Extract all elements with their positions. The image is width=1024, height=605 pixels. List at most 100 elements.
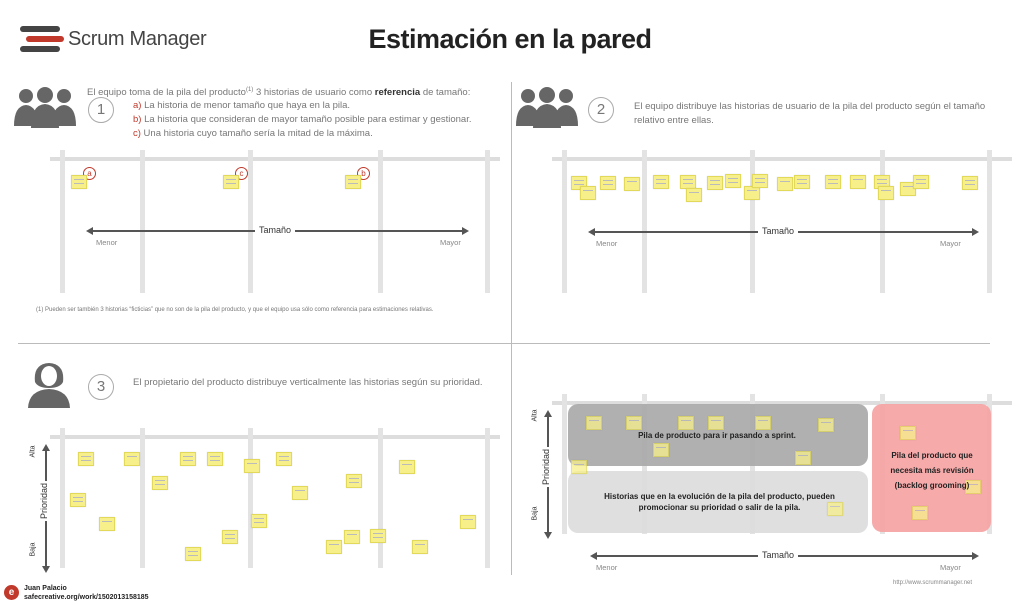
wall-post [60,428,65,568]
story-note [580,186,596,200]
story-note [678,416,694,430]
story-note-a [71,175,87,189]
item-text: La historia que consideran de mayor tama… [141,114,472,125]
wall-post [642,150,647,293]
axis-min: Menor [596,563,618,572]
story-note [900,426,916,440]
story-note [180,452,196,466]
vaxis-low: Baja [531,506,539,521]
axis-label: Tamaño [758,550,799,560]
grooming-zone [872,404,991,532]
story-note [752,174,768,188]
axis-max: Mayor [440,238,461,247]
step-3-text: El propietario del producto distribuye v… [133,377,483,388]
story-note [586,416,602,430]
story-note [744,186,760,200]
story-note [460,515,476,529]
story-note [912,506,928,520]
story-note [653,443,669,457]
story-note [913,175,929,189]
item-letter: a) [133,100,142,111]
story-note [708,416,724,430]
panel-2: 2 El equipo distribuye las historias de … [512,78,1024,343]
footnote: (1) Pueden ser también 3 historias “fict… [36,307,434,313]
wall-post [248,150,253,293]
story-note [878,186,894,200]
step-1-item-b: b) La historia que consideran de mayor t… [133,113,503,127]
axis-label: Tamaño [758,226,799,236]
marker-a: a [83,167,96,180]
panel-3: 3 El propietario del producto distribuye… [0,344,511,584]
story-note [725,174,741,188]
wall-post [248,428,253,568]
axis-min: Menor [96,238,118,247]
wall-top-rail [552,157,1012,161]
story-note [222,530,238,544]
page-title: Estimación en la pared [368,24,652,54]
story-note [292,486,308,500]
arrow-left-icon [590,552,597,560]
story-note [251,514,267,528]
evolution-zone [568,471,868,533]
step-1-item-a: a) La historia de menor tamaño que haya … [133,99,503,113]
story-note [850,175,866,189]
wall-post [140,150,145,293]
intro-bold: referencia [374,87,421,99]
story-note [370,529,386,543]
arrow-right-icon [972,552,979,560]
wall-post [485,428,490,568]
story-note [795,451,811,465]
story-note-b [345,175,361,189]
story-note [874,175,890,189]
panel-4: Pila de producto para ir pasando a sprin… [512,344,1024,599]
wall-post [562,150,567,293]
horizontal-divider [18,343,990,344]
wall-post [485,150,490,293]
axis-low: Baja [29,542,37,557]
sprint-ready-zone [568,404,868,466]
story-note [571,460,587,474]
story-note [344,530,360,544]
story-note [600,176,616,190]
license-badge-icon: e [4,585,19,600]
axis-label: Tamaño [255,225,296,235]
story-note [185,547,201,561]
grooming-zone-label: Pila del producto que necesita más revis… [890,451,974,490]
story-note [965,480,981,494]
story-note [70,493,86,507]
story-note [624,177,640,191]
panel-1: 1 El equipo toma de la pila del producto… [0,78,511,343]
story-note [207,452,223,466]
intro-post: de tamaño: [420,87,471,99]
logo-mark-icon [20,24,64,54]
arrow-up-icon [42,444,50,451]
story-note [412,540,428,554]
site-url: http://www.scrummanager.net [893,580,973,586]
license-link[interactable]: safecreative.org/work/1502013158185 [24,594,149,601]
arrow-right-icon [462,227,469,235]
wall-post [60,150,65,293]
story-note [152,476,168,490]
story-note [244,459,260,473]
intro-sup: (1) [245,87,254,93]
wall-post [140,428,145,568]
story-note [777,177,793,191]
story-note [900,182,916,196]
item-letter: b) [133,114,142,125]
story-note [827,502,843,516]
item-text: Una historia cuyo tamaño sería la mitad … [140,128,373,139]
step-1-intro: El equipo toma de la pila del producto(1… [87,83,507,100]
story-note [326,540,342,554]
wall-post [378,150,383,293]
evolution-zone-label: Historias que en la evolución de la pila… [604,492,835,512]
story-note [794,175,810,189]
product-owner-icon [28,363,70,408]
story-note [346,474,362,488]
arrow-left-icon [588,228,595,236]
wall-top-rail [552,401,1012,405]
team-icon [14,87,76,128]
story-note [962,176,978,190]
intro-mid: 3 historias de usuario como [253,87,375,99]
vaxis-high: Alta [531,409,539,422]
step-number: 3 [88,374,114,400]
